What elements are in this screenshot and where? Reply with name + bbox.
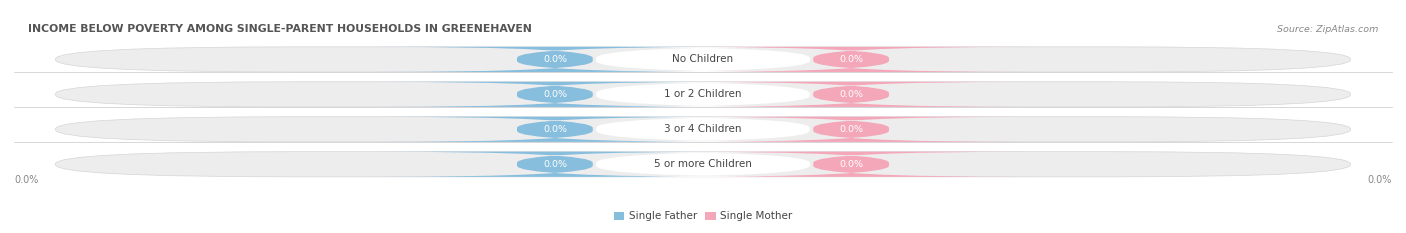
Text: 0.0%: 0.0% — [543, 160, 567, 169]
Text: 3 or 4 Children: 3 or 4 Children — [664, 124, 742, 134]
Text: 0.0%: 0.0% — [1368, 175, 1392, 185]
FancyBboxPatch shape — [55, 82, 1351, 107]
FancyBboxPatch shape — [589, 152, 817, 177]
FancyBboxPatch shape — [669, 152, 1033, 177]
FancyBboxPatch shape — [55, 117, 1351, 142]
FancyBboxPatch shape — [589, 117, 817, 142]
Text: 0.0%: 0.0% — [839, 125, 863, 134]
FancyBboxPatch shape — [589, 47, 817, 72]
FancyBboxPatch shape — [55, 152, 1351, 177]
Text: 0.0%: 0.0% — [14, 175, 38, 185]
FancyBboxPatch shape — [669, 117, 1033, 142]
FancyBboxPatch shape — [373, 117, 738, 142]
FancyBboxPatch shape — [589, 82, 817, 107]
FancyBboxPatch shape — [669, 82, 1033, 107]
Text: 0.0%: 0.0% — [839, 160, 863, 169]
Text: 0.0%: 0.0% — [543, 90, 567, 99]
Text: No Children: No Children — [672, 55, 734, 64]
FancyBboxPatch shape — [55, 47, 1351, 72]
FancyBboxPatch shape — [373, 82, 738, 107]
Legend: Single Father, Single Mother: Single Father, Single Mother — [614, 211, 792, 221]
Text: 5 or more Children: 5 or more Children — [654, 159, 752, 169]
Text: 0.0%: 0.0% — [543, 55, 567, 64]
FancyBboxPatch shape — [669, 47, 1033, 72]
Text: 0.0%: 0.0% — [839, 90, 863, 99]
FancyBboxPatch shape — [373, 47, 738, 72]
Text: 0.0%: 0.0% — [543, 125, 567, 134]
Text: INCOME BELOW POVERTY AMONG SINGLE-PARENT HOUSEHOLDS IN GREENEHAVEN: INCOME BELOW POVERTY AMONG SINGLE-PARENT… — [28, 24, 531, 34]
Text: 0.0%: 0.0% — [839, 55, 863, 64]
FancyBboxPatch shape — [373, 152, 738, 177]
Text: Source: ZipAtlas.com: Source: ZipAtlas.com — [1277, 24, 1378, 34]
Text: 1 or 2 Children: 1 or 2 Children — [664, 89, 742, 99]
